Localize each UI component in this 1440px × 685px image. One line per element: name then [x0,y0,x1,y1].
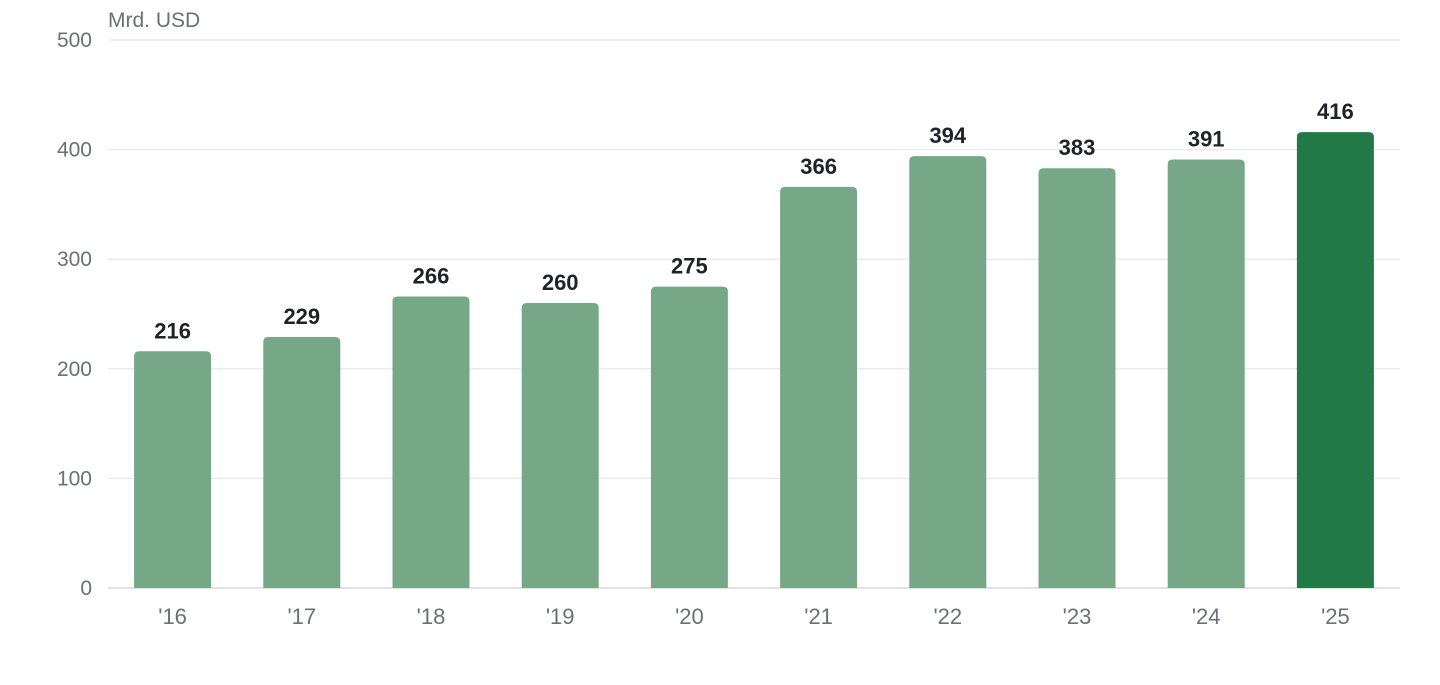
value-label: 366 [800,154,837,179]
y-axis-unit-label: Mrd. USD [108,9,200,32]
y-tick-label: 500 [57,29,92,52]
value-label: 383 [1059,135,1096,160]
x-axis: '16 '17 '18 '19 '20 '21 '22 '23 '24 '25 [158,604,1349,629]
bar-21 [780,186,858,588]
x-tick-label: '18 [417,604,446,629]
x-tick-label: '24 [1192,604,1221,629]
x-tick-label: '19 [546,604,575,629]
value-label: 216 [154,318,191,343]
bar-20 [650,286,728,588]
bar-24 [1167,159,1245,589]
value-label: 229 [283,304,320,329]
x-tick-label: '17 [287,604,316,629]
bars [134,132,1374,589]
y-tick-label: 100 [57,467,92,490]
x-tick-label: '20 [675,604,704,629]
bar-18 [392,296,470,588]
x-tick-label: '22 [933,604,962,629]
value-labels: 216 229 266 260 275 366 394 383 391 416 [154,99,1354,343]
x-tick-label: '25 [1321,604,1350,629]
bar-16 [134,351,212,588]
y-tick-label: 300 [57,248,92,271]
bar-23 [1038,168,1116,588]
value-label: 260 [542,270,579,295]
bar-22 [909,156,987,588]
value-label: 266 [413,263,450,288]
x-tick-label: '21 [804,604,833,629]
bar-25 [1296,132,1374,588]
x-tick-label: '23 [1063,604,1092,629]
value-label: 275 [671,254,708,279]
y-tick-label: 200 [57,358,92,381]
value-label: 394 [929,123,966,148]
value-label: 416 [1317,99,1354,124]
y-tick-label: 0 [80,577,92,600]
bar-19 [521,303,599,588]
x-tick-label: '16 [158,604,187,629]
y-tick-label: 400 [57,139,92,162]
y-axis: 0 100 200 300 400 500 [57,29,92,600]
bar-17 [263,337,341,588]
value-label: 391 [1188,126,1225,151]
